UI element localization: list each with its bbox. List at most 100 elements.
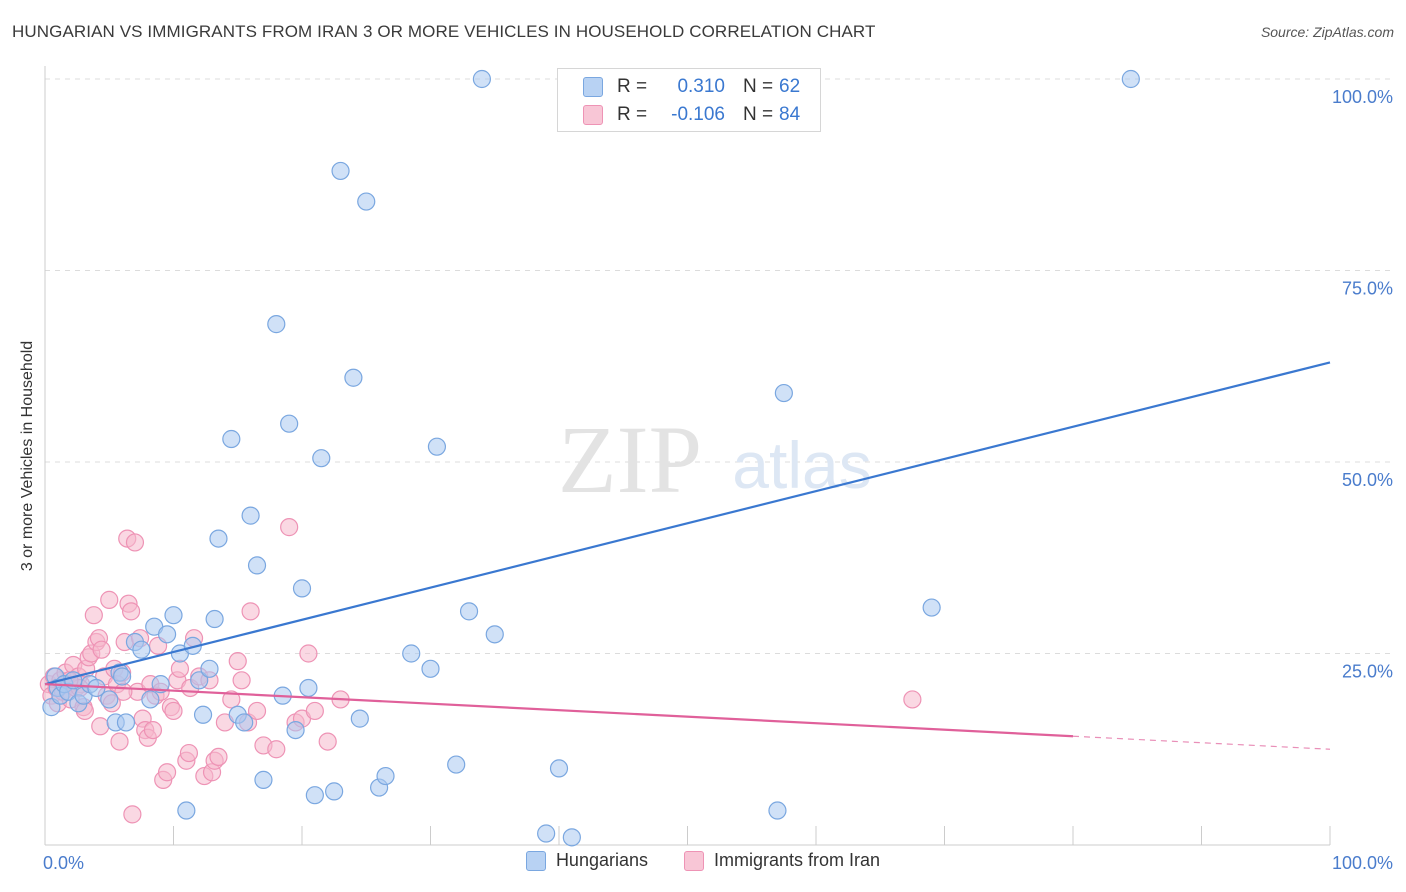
iran-point bbox=[247, 701, 267, 721]
iran-point bbox=[164, 701, 183, 721]
series-hungarians-points bbox=[42, 69, 1140, 847]
legend-n-key: N = bbox=[743, 76, 774, 97]
iran-point bbox=[241, 602, 260, 621]
hungarians-point bbox=[235, 713, 254, 732]
iran-point bbox=[92, 640, 111, 659]
iran-point bbox=[100, 590, 119, 609]
hungarians-point bbox=[331, 161, 350, 181]
source-label: Source: ZipAtlas.com bbox=[1260, 24, 1394, 40]
hungarians-point bbox=[537, 824, 556, 843]
legend-swatch-pink bbox=[583, 105, 603, 125]
hungarians-point bbox=[774, 383, 793, 403]
legend-item-iran: Immigrants from Iran bbox=[684, 850, 880, 871]
legend-row-hungarians: R = 0.310 N = 62 bbox=[558, 73, 800, 101]
iran-point bbox=[209, 747, 228, 767]
y-tick-label: 25.0% bbox=[1342, 662, 1393, 682]
iran-point bbox=[143, 720, 163, 740]
hungarians-point bbox=[421, 659, 440, 678]
hungarians-point bbox=[286, 720, 305, 740]
y-tick-label: 100.0% bbox=[1332, 87, 1393, 107]
legend-n-value: 62 bbox=[779, 76, 801, 97]
correlation-legend: R = 0.310 N = 62 R = -0.106 N = 84 bbox=[557, 68, 821, 132]
hungarians-point bbox=[1121, 69, 1140, 89]
hungarians-point bbox=[190, 671, 209, 690]
hungarians-point bbox=[247, 556, 267, 575]
legend-r-value: 0.310 bbox=[677, 76, 725, 97]
hungarians-point bbox=[254, 770, 273, 789]
x-tick-label: 0.0% bbox=[43, 853, 84, 873]
hungarians-point bbox=[205, 609, 224, 629]
legend-r-key: R = bbox=[617, 76, 648, 97]
iran-point bbox=[305, 701, 324, 721]
iran-point bbox=[299, 644, 318, 663]
legend-r-key: R = bbox=[617, 104, 648, 125]
axes bbox=[44, 66, 1331, 846]
iran-point bbox=[280, 518, 299, 537]
iran-point bbox=[157, 763, 177, 782]
hungarians-point bbox=[209, 529, 228, 548]
legend-r-value: -0.106 bbox=[671, 104, 725, 125]
iran-point bbox=[91, 717, 110, 736]
legend-label-hungarians: Hungarians bbox=[555, 850, 648, 870]
hungarians-point bbox=[222, 429, 241, 449]
hungarians-point bbox=[280, 414, 299, 433]
legend-n-value: 84 bbox=[779, 104, 801, 125]
hungarians-point bbox=[325, 782, 344, 801]
chart-title: HUNGARIAN VS IMMIGRANTS FROM IRAN 3 OR M… bbox=[12, 22, 876, 41]
hungarians-point bbox=[100, 690, 119, 709]
hungarians-point bbox=[427, 437, 447, 456]
hungarians-point bbox=[447, 755, 466, 774]
hungarians-point bbox=[267, 315, 286, 334]
hungarians-point bbox=[312, 449, 331, 468]
hungarians-point bbox=[200, 659, 219, 678]
hungarians-point bbox=[459, 602, 479, 621]
hungarians-point bbox=[151, 675, 170, 694]
iran-point bbox=[123, 805, 142, 824]
iran-point bbox=[179, 743, 199, 763]
iran-point bbox=[125, 533, 145, 552]
iran-point bbox=[232, 671, 251, 690]
hungarians-point bbox=[922, 598, 941, 617]
hungarians-point bbox=[157, 625, 177, 644]
hungarians-point bbox=[768, 801, 787, 820]
hungarians-point bbox=[132, 640, 151, 659]
trend-line-iran bbox=[44, 683, 1074, 738]
hungarians-point bbox=[241, 506, 260, 525]
hungarians-point bbox=[376, 766, 395, 786]
legend-swatch-blue bbox=[583, 77, 603, 97]
legend-n-key: N = bbox=[743, 104, 774, 125]
trend-lines bbox=[44, 361, 1331, 750]
iran-point bbox=[318, 732, 337, 751]
hungarians-point bbox=[164, 606, 183, 625]
trend-line-hungarians bbox=[44, 361, 1331, 686]
hungarians-point bbox=[305, 786, 324, 805]
hungarians-point bbox=[116, 713, 136, 732]
hungarians-point bbox=[112, 667, 132, 686]
iran-point bbox=[84, 606, 103, 625]
hungarians-point bbox=[357, 192, 376, 211]
trend-line-iran-extension bbox=[1072, 735, 1331, 750]
watermark: ZIP atlas bbox=[558, 406, 872, 513]
legend-label-iran: Immigrants from Iran bbox=[714, 850, 881, 870]
hungarians-point bbox=[472, 69, 491, 89]
watermark-atlas: atlas bbox=[732, 428, 871, 502]
iran-point bbox=[170, 659, 190, 678]
legend-row-iran: R = -0.106 N = 84 bbox=[558, 101, 800, 129]
iran-point bbox=[903, 690, 922, 709]
hungarians-point bbox=[177, 801, 196, 820]
series-iran-points bbox=[39, 518, 922, 824]
gridlines bbox=[45, 78, 1392, 654]
iran-point bbox=[121, 602, 141, 621]
x-tick-label: 100.0% bbox=[1332, 853, 1393, 873]
hungarians-point bbox=[299, 678, 318, 698]
hungarians-point bbox=[402, 644, 421, 663]
hungarians-point bbox=[485, 625, 504, 644]
legend-swatch-pink bbox=[684, 850, 704, 871]
watermark-zip: ZIP bbox=[558, 406, 702, 513]
iran-point bbox=[267, 740, 286, 759]
iran-point bbox=[228, 652, 247, 671]
legend-item-hungarians: Hungarians bbox=[525, 850, 648, 871]
iran-point bbox=[110, 732, 129, 751]
iran-point bbox=[222, 690, 241, 709]
